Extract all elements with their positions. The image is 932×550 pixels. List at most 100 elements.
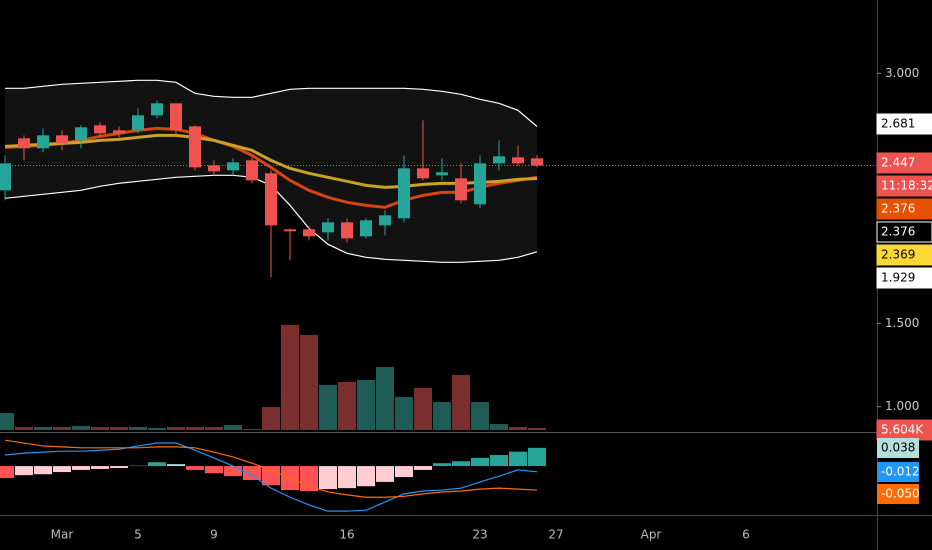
- x-tick-label: 5: [134, 528, 142, 542]
- candle-body: [531, 158, 543, 166]
- macd-hist-bar: [338, 466, 356, 489]
- y-tick-label: 1.000: [885, 399, 919, 413]
- candle-body: [284, 229, 296, 232]
- macd-hist-bar: [15, 466, 33, 476]
- macd-hist-bar: [110, 466, 128, 468]
- price-tag-label: 11:18:32: [881, 179, 932, 193]
- x-tick-label: 23: [472, 528, 487, 542]
- volume-bar: [224, 424, 242, 430]
- candle-body: [113, 130, 125, 134]
- volume-bar: [471, 401, 489, 430]
- macd-hist-bar: [186, 466, 204, 470]
- price-tag-label: 1.929: [881, 271, 915, 285]
- macd-hist-bar: [72, 466, 90, 470]
- candle-body: [265, 173, 277, 226]
- candle-body: [512, 157, 524, 164]
- price-tag-label: 2.376: [881, 202, 915, 216]
- macd-hist-bar: [167, 464, 185, 467]
- volume-bar: [433, 401, 451, 430]
- volume-bar: [110, 426, 128, 430]
- price-tag: [876, 175, 932, 197]
- candle-body: [379, 215, 391, 226]
- x-tick-label: Apr: [641, 528, 662, 542]
- candle-body: [18, 138, 30, 149]
- price-tag-label: 2.447: [881, 156, 915, 170]
- candle-body: [360, 220, 372, 237]
- volume-bar: [243, 428, 261, 430]
- macd-hist-bar: [0, 466, 14, 479]
- candle-body: [303, 229, 315, 237]
- volume-bar: [414, 387, 432, 430]
- candle-body: [151, 103, 163, 116]
- x-tick-label: 6: [742, 528, 750, 542]
- candle-body: [436, 172, 448, 176]
- macd-hist-bar: [471, 457, 489, 467]
- volume-bar: [452, 374, 470, 430]
- macd-line: [4, 442, 538, 512]
- macd-hist-bar: [205, 466, 223, 474]
- price-tag: [876, 267, 932, 289]
- macd-tag: [877, 438, 919, 458]
- x-tick-label: Mar: [51, 528, 74, 542]
- macd-tag-label: -0.012: [881, 465, 920, 479]
- macd-hist-bar: [243, 466, 261, 480]
- macd-tag-label: -0.050: [881, 487, 920, 501]
- macd-hist-bar: [452, 461, 470, 467]
- volume-bar: [167, 426, 185, 430]
- macd-hist-bar: [53, 466, 71, 473]
- candle-body: [227, 162, 239, 171]
- macd-tag: [877, 462, 919, 482]
- macd-hist-bar: [300, 466, 318, 492]
- x-tick-label: 16: [339, 528, 354, 542]
- macd-pane: [0, 439, 546, 512]
- macd-hist-bar: [376, 466, 394, 482]
- price-tag: [876, 152, 932, 174]
- candle-body: [0, 163, 11, 191]
- volume-bar: [281, 324, 299, 430]
- macd-tag: [877, 484, 919, 504]
- macd-hist-bar: [34, 466, 52, 475]
- candle-body: [75, 127, 87, 141]
- volume-bar: [528, 427, 546, 430]
- candle-body: [246, 160, 258, 181]
- macd-hist-bar: [91, 466, 109, 469]
- volume-bar: [357, 379, 375, 430]
- candle-body: [398, 168, 410, 219]
- candle-body: [94, 125, 106, 134]
- price-tag: [876, 221, 932, 243]
- volume-bar: [509, 426, 527, 430]
- macd-hist-bar: [490, 455, 508, 467]
- y-tick-label: 3.000: [885, 66, 919, 80]
- volume-bar: [129, 426, 147, 430]
- volume-bar: [186, 426, 204, 430]
- volume-bar: [148, 427, 166, 430]
- volume-bar: [376, 366, 394, 430]
- x-tick-label: 27: [548, 528, 563, 542]
- volume-bar: [91, 426, 109, 430]
- volume-bar: [15, 426, 33, 430]
- ma-fast: [4, 126, 538, 209]
- macd-hist-bar: [414, 466, 432, 470]
- volume-bar: [53, 426, 71, 430]
- candle-body: [56, 135, 68, 144]
- macd-hist-bar: [528, 447, 546, 467]
- macd-hist-bar: [509, 451, 527, 467]
- candle-body: [208, 165, 220, 172]
- price-tag: [876, 198, 932, 220]
- signal-line: [4, 439, 538, 498]
- candle-body: [474, 163, 486, 205]
- price-tag-label: 5.604K: [881, 423, 924, 437]
- price-tag-label: 2.681: [881, 117, 915, 131]
- price-tag-label: 2.369: [881, 248, 915, 262]
- macd-hist-bar: [148, 462, 166, 467]
- macd-hist-bar: [262, 466, 280, 486]
- volume-bar: [205, 426, 223, 430]
- macd-hist-bar: [395, 466, 413, 478]
- volume-bar: [338, 381, 356, 430]
- price-tag-label: 2.376: [881, 225, 915, 239]
- ma-slow: [4, 133, 538, 189]
- price-tag: [876, 113, 932, 135]
- band-upper: [5, 79, 538, 127]
